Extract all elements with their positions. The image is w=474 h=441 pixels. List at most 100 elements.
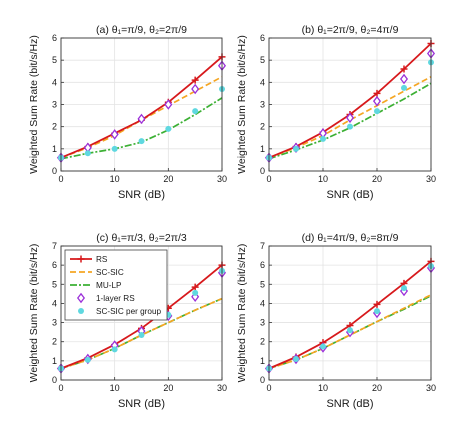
1-layer-rs-point xyxy=(399,73,409,85)
x-axis-label: SNR (dB) xyxy=(118,398,165,410)
legend-label: RS xyxy=(96,255,108,264)
y-tick-label: 6 xyxy=(260,260,265,270)
1-layer-rs-point xyxy=(137,113,146,125)
sc-sic-per-group-point xyxy=(138,332,145,339)
x-tick-label: 0 xyxy=(266,383,271,393)
y-tick-label: 0 xyxy=(52,166,57,176)
sc-sic-per-group-point xyxy=(84,356,91,363)
sc-sic-per-group-point xyxy=(320,343,326,350)
legend-marker-rs xyxy=(77,255,85,263)
panel-2: 0 10 20 30 0 1 2 3 4 5 6 (b) θ₁=2π/9, θ₂=4π/9 SNR (d… xyxy=(236,24,436,201)
panel-title: (d) θ₁=4π/9, θ₂=8π/9 xyxy=(302,232,399,244)
x-tick-label: 30 xyxy=(217,174,227,184)
y-tick-label: 5 xyxy=(260,55,265,65)
1-layer-rs-point xyxy=(345,112,355,124)
rs-point xyxy=(400,65,408,73)
x-tick-label: 20 xyxy=(163,383,173,393)
x-tick-label: 20 xyxy=(163,174,173,184)
y-tick-label: 1 xyxy=(260,144,265,154)
y-tick-label: 6 xyxy=(52,33,57,43)
y-axis-label: Weighted Sum Rate (bit/s/Hz) xyxy=(236,35,248,174)
sc-sic-per-group-point xyxy=(347,327,353,334)
x-tick-label: 20 xyxy=(372,383,382,393)
sc-sic-per-group-point xyxy=(293,145,299,152)
y-tick-label: 5 xyxy=(52,55,57,65)
sc-sic-per-group-point xyxy=(192,289,199,296)
sc-sic-per-group-point xyxy=(138,138,145,145)
y-axis-label: Weighted Sum Rate (bit/s/Hz) xyxy=(28,244,40,383)
1-layer-rs-point xyxy=(110,129,119,140)
panel-title: (b) θ₁=2π/9, θ₂=4π/9 xyxy=(302,24,399,36)
sc-sic-per-group-point xyxy=(320,135,326,142)
y-tick-label: 2 xyxy=(52,337,57,347)
sc-sic-per-group-point xyxy=(374,108,380,115)
x-tick-label: 10 xyxy=(110,383,120,393)
x-tick-label: 30 xyxy=(426,383,436,393)
y-tick-label: 4 xyxy=(260,77,265,87)
1-layer-rs-point xyxy=(164,99,173,110)
x-tick-label: 20 xyxy=(372,174,382,184)
axes-frame xyxy=(60,245,223,381)
rs-point xyxy=(191,76,199,84)
x-tick-label: 30 xyxy=(426,174,436,184)
sc-sic-per-group-point xyxy=(192,108,199,115)
sc-sic-per-group-point xyxy=(111,346,118,353)
x-tick-label: 0 xyxy=(58,383,63,393)
y-tick-label: 1 xyxy=(260,356,265,366)
y-tick-label: 6 xyxy=(52,260,57,270)
y-tick-label: 3 xyxy=(52,318,57,328)
y-tick-label: 2 xyxy=(260,122,265,132)
x-tick-label: 10 xyxy=(318,174,328,184)
sc-sic-per-group-point xyxy=(401,285,407,292)
y-tick-label: 7 xyxy=(260,241,265,251)
y-tick-label: 3 xyxy=(52,100,57,110)
sc-sic-per-group-point xyxy=(111,145,118,152)
legend-label: MU-LP xyxy=(96,281,122,290)
rs-point xyxy=(373,300,381,308)
y-axis-label: Weighted Sum Rate (bit/s/Hz) xyxy=(236,244,248,383)
y-tick-label: 5 xyxy=(52,279,57,289)
sc-sic-per-group-point xyxy=(165,125,172,132)
panel-title: (c) θ₁=π/3, θ₂=2π/3 xyxy=(96,232,187,244)
legend-label: 1-layer RS xyxy=(96,294,135,303)
legend-label: SC-SIC per group xyxy=(96,307,162,316)
x-tick-label: 10 xyxy=(110,174,120,184)
y-tick-label: 5 xyxy=(260,279,265,289)
y-tick-label: 0 xyxy=(260,166,265,176)
sc-sic-per-group-point xyxy=(84,150,91,157)
y-tick-label: 3 xyxy=(260,100,265,110)
y-tick-label: 2 xyxy=(52,122,57,132)
axes-frame xyxy=(268,245,432,381)
sc-sic-per-group-point xyxy=(374,308,380,315)
legend: RS SC-SIC MU-LP 1-layer RS SC-SIC per group xyxy=(64,249,168,321)
y-tick-label: 6 xyxy=(260,33,265,43)
legend-marker-1-layer-rs xyxy=(76,292,86,304)
x-tick-label: 10 xyxy=(318,383,328,393)
y-tick-label: 1 xyxy=(52,144,57,154)
x-axis-label: SNR (dB) xyxy=(326,398,373,410)
panel-title: (a) θ₁=π/9, θ₂=2π/9 xyxy=(96,24,187,36)
legend-marker-sc-sic-per-group xyxy=(78,308,84,314)
y-tick-label: 3 xyxy=(260,318,265,328)
1-layer-rs-point xyxy=(372,95,382,107)
y-axis-label: Weighted Sum Rate (bit/s/Hz) xyxy=(28,35,40,174)
sc-sic-per-group-point xyxy=(401,84,407,91)
x-axis-label: SNR (dB) xyxy=(118,189,165,201)
x-tick-label: 0 xyxy=(266,174,271,184)
panel-4: 0 10 20 30 0 1 2 3 4 5 6 7 (d) θ₁=4π/9, θ₂=8π/9 SNR (… xyxy=(236,232,436,410)
sc-sic-per-group-point xyxy=(293,355,299,362)
y-tick-label: 0 xyxy=(52,375,57,385)
y-tick-label: 7 xyxy=(52,241,57,251)
y-tick-label: 4 xyxy=(52,77,57,87)
x-tick-label: 0 xyxy=(58,174,63,184)
y-tick-label: 1 xyxy=(52,356,57,366)
panel-1: 0 10 20 30 0 1 2 3 4 5 6 (a) θ₁=π/9, θ₂=2π/9 SNR (dB… xyxy=(28,24,227,201)
sc-sic-per-group-point xyxy=(347,123,353,130)
y-tick-label: 0 xyxy=(260,375,265,385)
y-tick-label: 4 xyxy=(260,298,265,308)
y-tick-label: 2 xyxy=(260,337,265,347)
legend-label: SC-SIC xyxy=(96,268,124,277)
x-axis-label: SNR (dB) xyxy=(326,189,373,201)
rs-point xyxy=(191,283,199,291)
y-tick-label: 4 xyxy=(52,298,57,308)
